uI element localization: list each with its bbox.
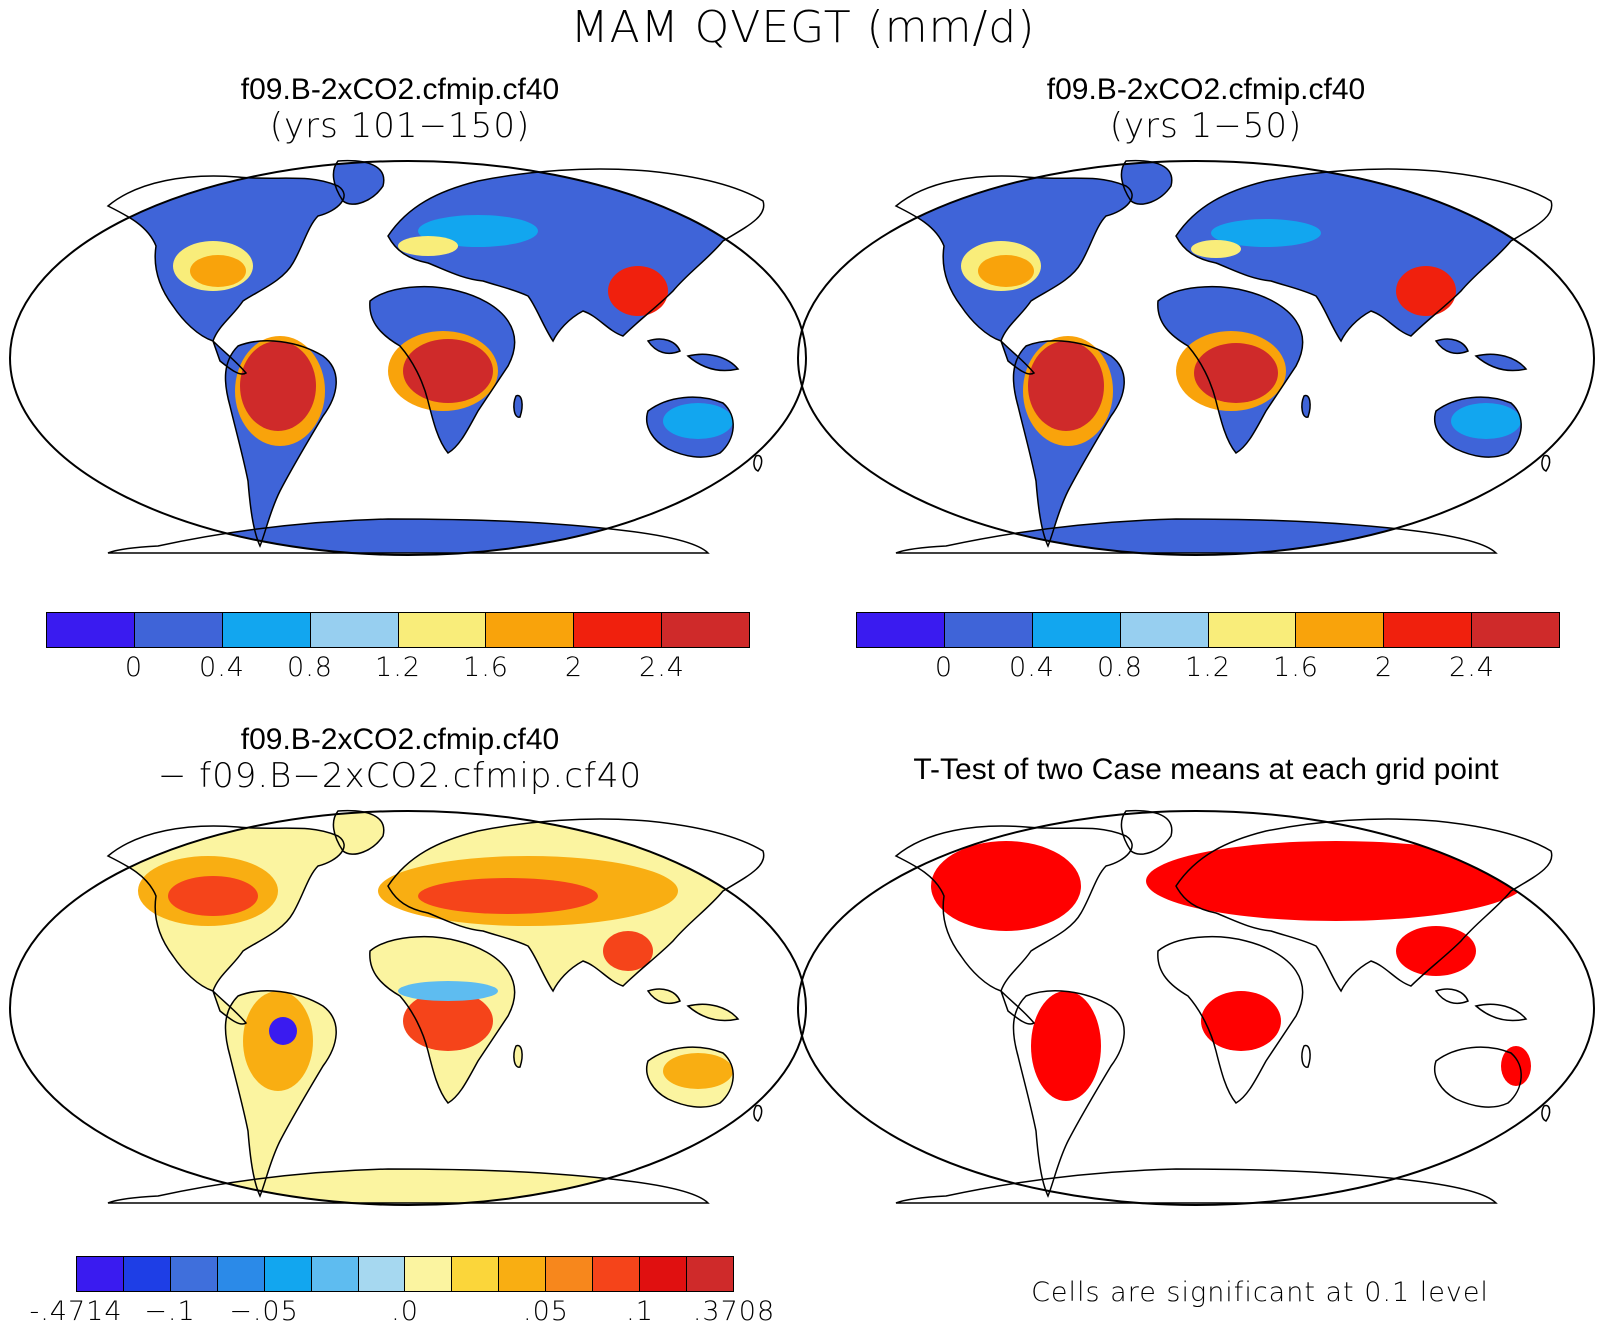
colorbar-label: 1.6 — [463, 652, 509, 683]
colorbar-swatch — [123, 1257, 171, 1291]
panel-years: (yrs 101−150) — [269, 106, 531, 146]
colorbar-swatch — [1472, 613, 1559, 647]
colorbar-bottom-left-labels: -.4714 −.1 −.05 .0 .05 .1 .3708 — [29, 1296, 774, 1330]
colorbar-label: 0.8 — [287, 652, 333, 683]
figure-title: MAM QVEGT (mm/d) — [570, 2, 1036, 53]
colorbar-swatch — [264, 1257, 312, 1291]
colorbar-bottom-left — [76, 1256, 734, 1292]
panel-difference-label: − f09.B−2xCO2.cfmip.cf40 — [157, 756, 643, 796]
colorbar-swatch — [640, 1257, 687, 1291]
panel-title-top-right: f09.B-2xCO2.cfmip.cf40 (yrs 1−50) — [806, 72, 1606, 144]
panel-title-bottom-left: f09.B-2xCO2.cfmip.cf40 − f09.B−2xCO2.cfm… — [0, 722, 800, 794]
colorbar-swatch — [452, 1257, 500, 1291]
significance-note: Cells are significant at 0.1 level — [1031, 1277, 1489, 1308]
panel-years: (yrs 1−50) — [1109, 106, 1303, 146]
colorbar-swatch — [311, 1257, 359, 1291]
colorbar-label: -.4714 — [29, 1296, 123, 1327]
colorbar-swatch — [77, 1257, 124, 1291]
colorbar-swatch — [398, 613, 487, 647]
colorbar-label: 2.4 — [1449, 652, 1495, 683]
colorbar-top-right-labels: 0 0.4 0.8 1.2 1.6 2 2.4 — [856, 652, 1560, 686]
colorbar-top-left — [46, 612, 750, 648]
colorbar-swatch — [944, 613, 1033, 647]
map-bottom-left-difference — [9, 809, 807, 1206]
colorbar-swatch — [574, 613, 663, 647]
colorbar-swatch — [358, 1257, 406, 1291]
colorbar-swatch — [1384, 613, 1473, 647]
colorbar-label: 0 — [124, 652, 144, 683]
panel-title-top-left: f09.B-2xCO2.cfmip.cf40 (yrs 101−150) — [0, 72, 800, 144]
colorbar-label: .05 — [523, 1296, 569, 1327]
colorbar-label: −.1 — [144, 1296, 196, 1327]
colorbar-swatch — [499, 1257, 547, 1291]
colorbar-swatch — [1208, 613, 1297, 647]
panel-title-bottom-right: T-Test of two Case means at each grid po… — [806, 752, 1606, 788]
colorbar-label: .0 — [391, 1296, 419, 1327]
colorbar-label: 2.4 — [639, 652, 685, 683]
colorbar-swatch — [1120, 613, 1209, 647]
colorbar-label: .1 — [626, 1296, 654, 1327]
colorbar-swatch — [170, 1257, 218, 1291]
colorbar-label: 0 — [934, 652, 954, 683]
colorbar-swatch — [217, 1257, 265, 1291]
colorbar-swatch — [686, 1257, 733, 1291]
colorbar-swatch — [1296, 613, 1385, 647]
colorbar-label: 1.6 — [1273, 652, 1319, 683]
colorbar-label: 2 — [564, 652, 584, 683]
panel-case-name: f09.B-2xCO2.cfmip.cf40 — [1046, 73, 1366, 106]
colorbar-label: .3708 — [692, 1296, 776, 1327]
colorbar-swatch — [1032, 613, 1121, 647]
colorbar-label: 0.4 — [199, 652, 245, 683]
colorbar-top-right — [856, 612, 1560, 648]
colorbar-label: 0.4 — [1009, 652, 1055, 683]
map-bottom-right-ttest — [797, 809, 1595, 1206]
colorbar-label: 0.8 — [1097, 652, 1143, 683]
map-top-right — [797, 159, 1595, 556]
colorbar-swatch — [546, 1257, 594, 1291]
colorbar-swatch — [310, 613, 399, 647]
colorbar-label: 1.2 — [1185, 652, 1231, 683]
colorbar-swatch — [134, 613, 223, 647]
colorbar-swatch — [662, 613, 749, 647]
map-top-left — [9, 159, 807, 556]
colorbar-swatch — [857, 613, 945, 647]
colorbar-label: −.05 — [229, 1296, 299, 1327]
colorbar-top-left-labels: 0 0.4 0.8 1.2 1.6 2 2.4 — [46, 652, 750, 686]
colorbar-swatch — [47, 613, 135, 647]
colorbar-swatch — [486, 613, 575, 647]
colorbar-swatch — [405, 1257, 453, 1291]
colorbar-swatch — [222, 613, 311, 647]
panel-case-name: f09.B-2xCO2.cfmip.cf40 — [240, 723, 560, 756]
colorbar-label: 2 — [1374, 652, 1394, 683]
panel-case-name: f09.B-2xCO2.cfmip.cf40 — [240, 73, 560, 106]
colorbar-swatch — [593, 1257, 641, 1291]
ttest-title: T-Test of two Case means at each grid po… — [913, 753, 1499, 786]
colorbar-label: 1.2 — [375, 652, 421, 683]
